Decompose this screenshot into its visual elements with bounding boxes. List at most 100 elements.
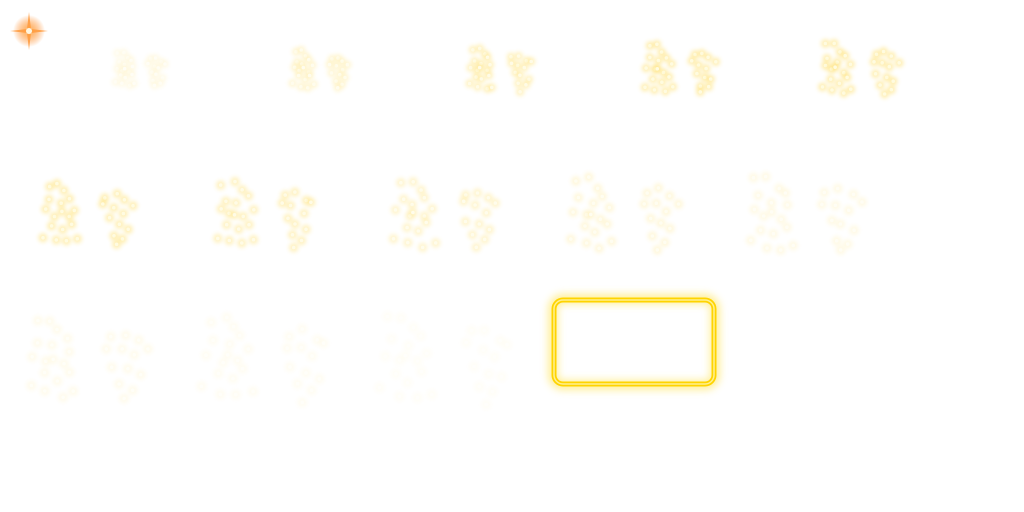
spark-particle <box>300 239 304 243</box>
spark-particle <box>832 42 836 46</box>
spark-particle <box>653 88 657 92</box>
spark-particle <box>839 222 843 226</box>
spark-particle <box>643 86 647 90</box>
spark-particle <box>764 175 768 179</box>
spark-particle <box>483 238 487 242</box>
spark-particle <box>476 191 480 195</box>
spark-particle <box>649 217 653 221</box>
spark-frame-8 <box>389 177 500 252</box>
spark-particle <box>423 214 427 218</box>
spark-particle <box>473 203 477 207</box>
spark-particle <box>114 80 118 84</box>
spark-particle <box>304 371 308 375</box>
spark-particle <box>294 50 298 54</box>
spark-particle <box>237 227 241 231</box>
spark-particle <box>524 83 528 87</box>
spark-particle <box>115 192 119 196</box>
spark-particle <box>706 56 710 60</box>
spark-particle <box>53 215 57 219</box>
spark-particle <box>469 66 473 70</box>
spark-particle <box>299 85 303 89</box>
spark-particle <box>310 388 314 392</box>
spark-particle <box>65 239 69 243</box>
spark-particle <box>312 82 316 86</box>
spark-particle <box>518 90 522 94</box>
spark-frame-13 <box>375 311 513 409</box>
spark-particle <box>482 348 486 352</box>
spark-particle <box>103 196 107 200</box>
spark-particle <box>699 84 703 88</box>
spark-particle <box>67 215 71 219</box>
spark-particle <box>44 359 48 363</box>
spark-particle <box>336 86 340 90</box>
spark-particle <box>328 63 332 67</box>
spark-particle <box>821 85 825 89</box>
spark-particle <box>120 347 124 351</box>
spark-particle <box>849 63 853 67</box>
star-sparkle-icon <box>10 12 48 50</box>
spark-frame-6 <box>39 179 138 249</box>
spark-particle <box>300 327 304 331</box>
spark-particle <box>829 77 833 81</box>
spark-particle <box>123 67 127 71</box>
spark-particle <box>311 64 315 68</box>
spark-particle <box>224 200 228 204</box>
spark-particle <box>518 74 522 78</box>
spark-particle <box>407 344 411 348</box>
spark-particle <box>410 203 414 207</box>
spark-particle <box>655 43 659 47</box>
spark-particle <box>485 211 489 215</box>
spark-particle <box>843 54 847 58</box>
spark-particle <box>589 213 593 217</box>
spark-particle <box>824 64 828 68</box>
spark-particle <box>105 347 109 351</box>
spark-particle <box>529 60 533 64</box>
spark-particle <box>289 204 293 208</box>
spark-particle <box>131 204 135 208</box>
spark-particle <box>71 389 75 393</box>
spark-particle <box>656 248 660 252</box>
spark-particle <box>657 59 661 63</box>
spark-particle <box>55 328 59 332</box>
spark-particle <box>891 79 895 83</box>
spark-particle <box>146 62 150 66</box>
spark-particle <box>133 353 137 357</box>
spark-particle <box>642 202 646 206</box>
spark-particle <box>307 58 311 62</box>
spark-particle <box>824 42 828 46</box>
spark-particle <box>234 201 238 205</box>
spark-frame-2 <box>289 46 352 92</box>
spark-particle <box>888 65 892 69</box>
spark-particle <box>749 239 753 243</box>
spark-particle <box>756 194 760 198</box>
spark-particle <box>838 82 842 86</box>
spark-frame-5 <box>818 39 903 98</box>
spark-particle <box>59 201 63 205</box>
spark-particle <box>883 92 887 96</box>
spark-particle <box>146 347 150 351</box>
spark-particle <box>825 57 829 61</box>
spark-particle <box>872 60 876 64</box>
spark-particle <box>470 329 474 333</box>
spark-particle <box>316 338 320 342</box>
spark-particle <box>471 48 475 52</box>
spark-particle <box>241 367 245 371</box>
spark-particle <box>404 354 408 358</box>
spark-particle <box>67 350 71 354</box>
spark-particle <box>569 237 573 241</box>
spark-particle <box>478 222 482 226</box>
spark-particle <box>219 207 223 211</box>
spark-particle <box>411 180 415 184</box>
spark-particle <box>252 208 256 212</box>
spark-particle <box>108 216 112 220</box>
spark-particle <box>62 362 66 366</box>
spark-particle <box>424 221 428 225</box>
spark-particle <box>852 193 856 197</box>
spark-particle <box>109 335 113 339</box>
spark-particle <box>707 85 711 89</box>
spark-particle <box>392 237 396 241</box>
spark-particle <box>697 63 701 67</box>
spark-particle <box>852 228 856 232</box>
spark-particle <box>68 370 72 374</box>
